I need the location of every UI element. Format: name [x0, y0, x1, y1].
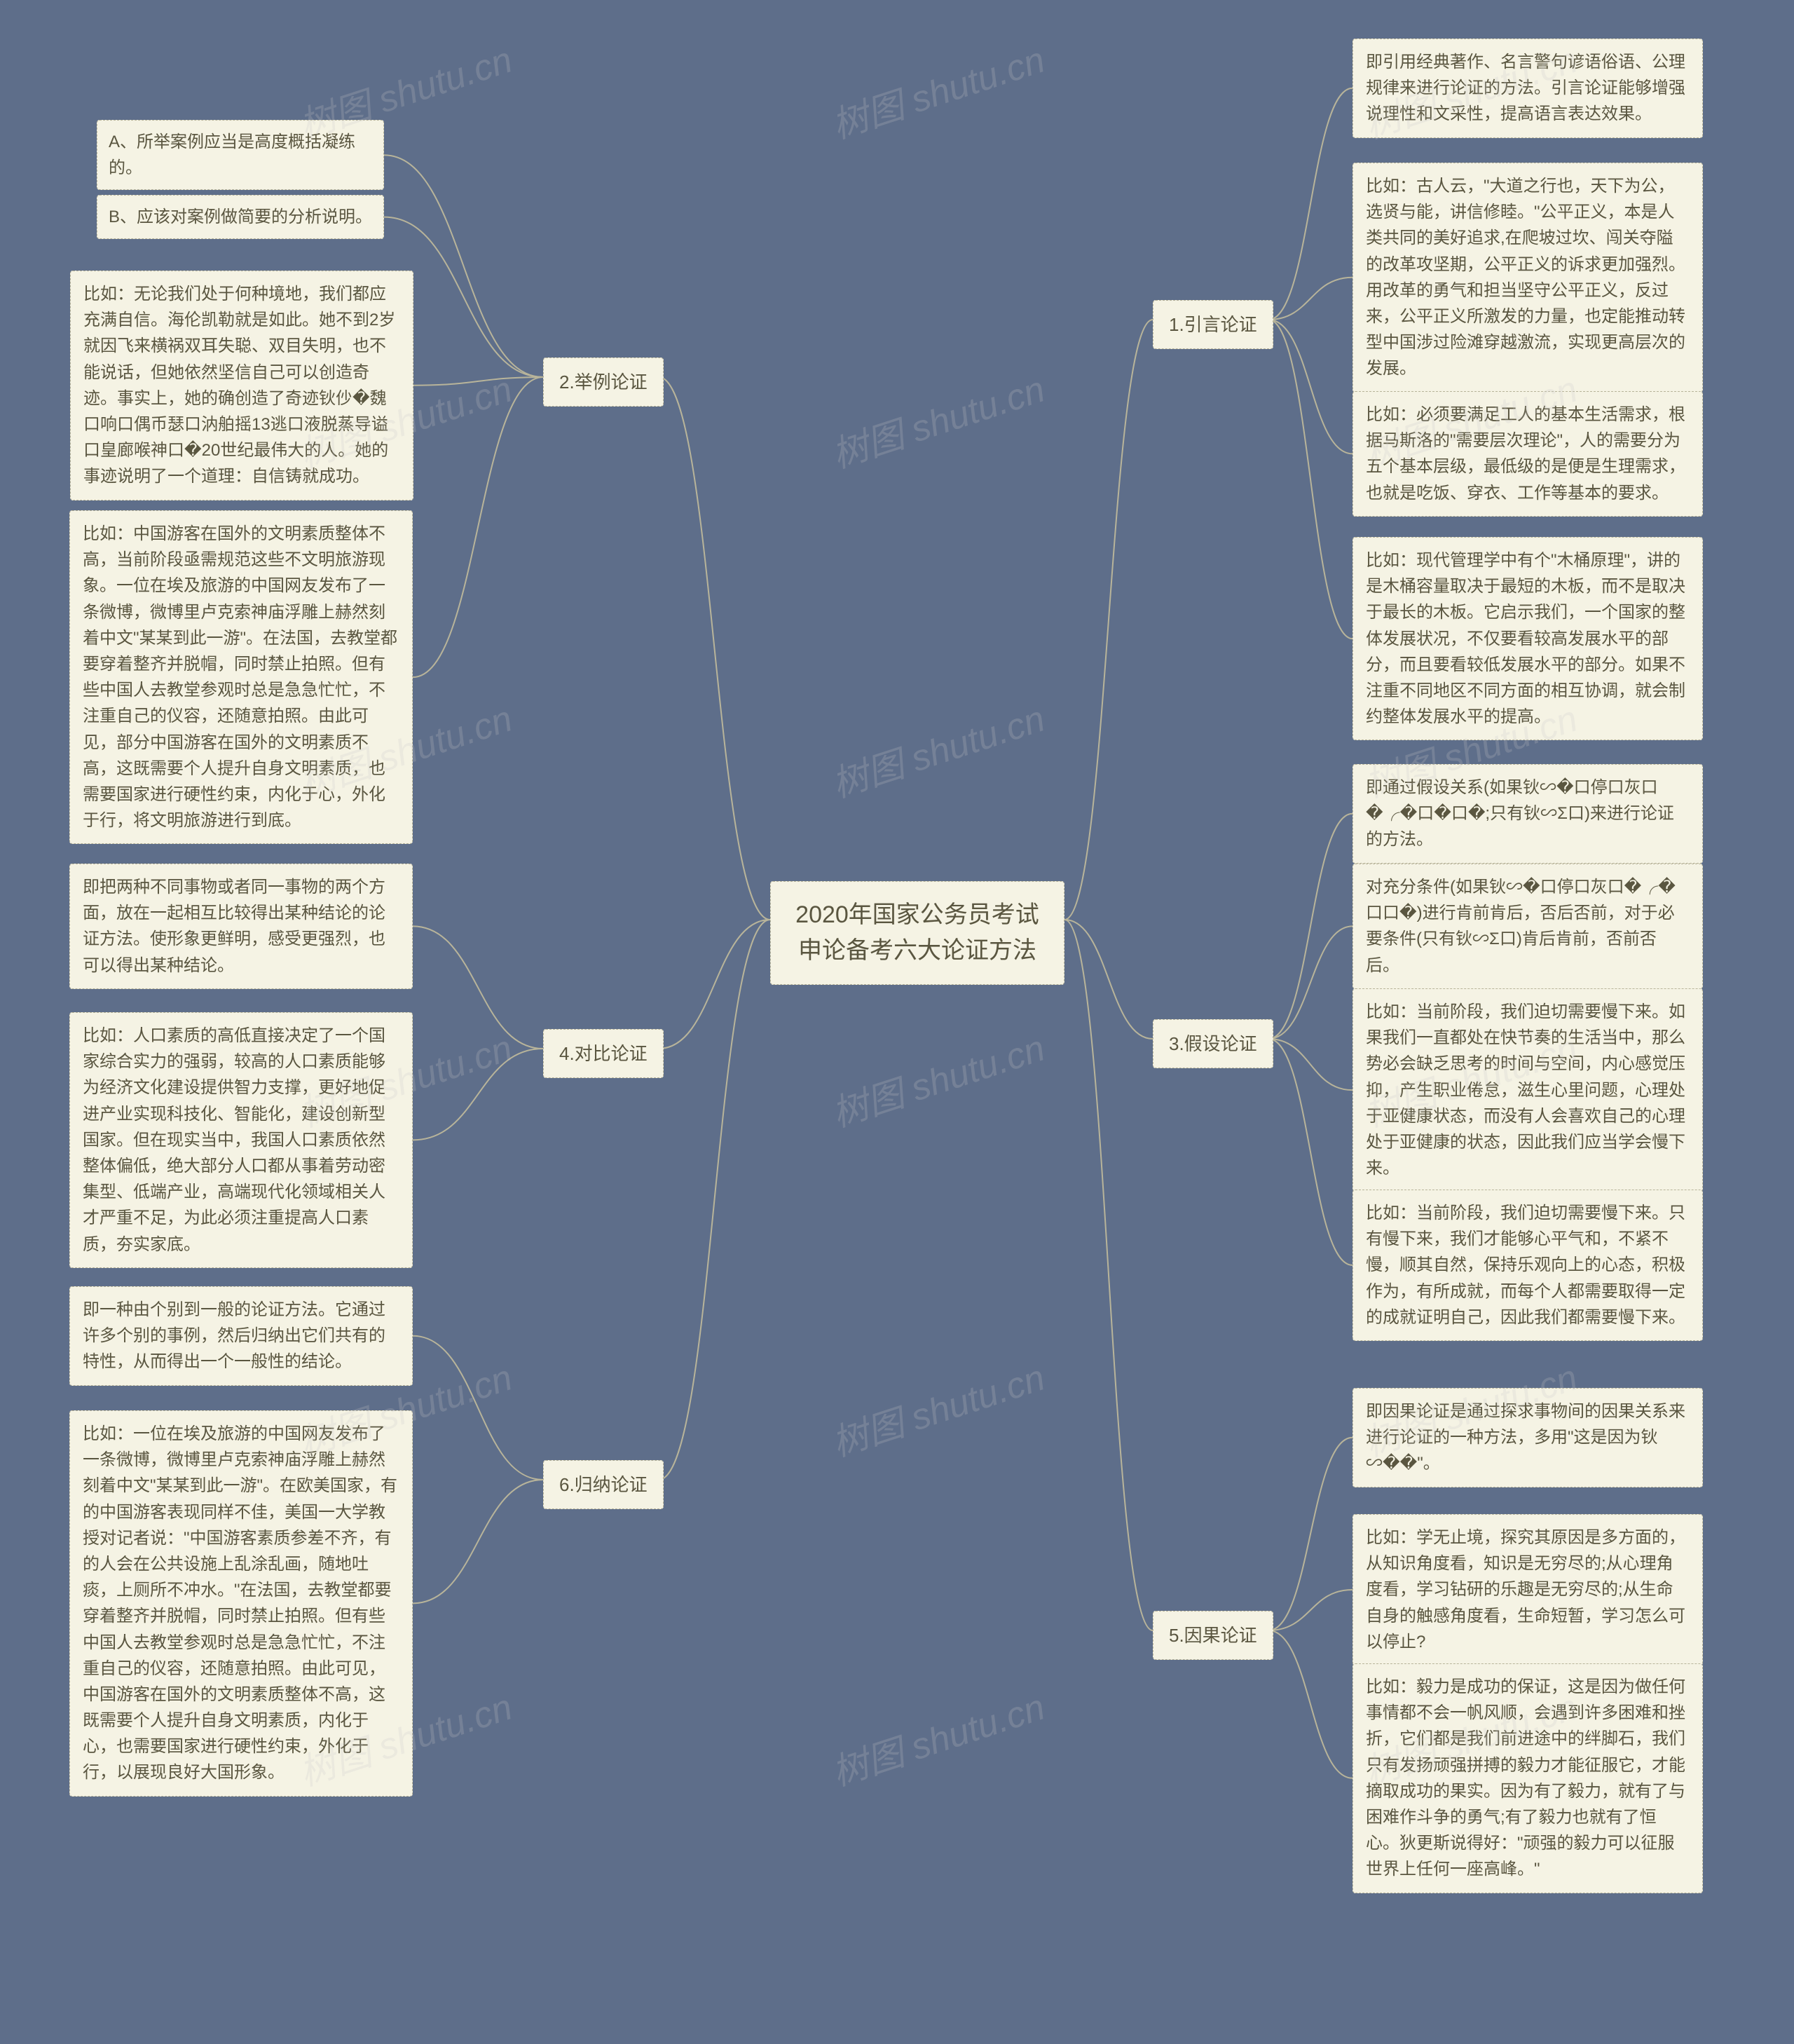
leaf-node: 即引用经典著作、名言警句谚语俗语、公理规律来进行论证的方法。引言论证能够增强说理… — [1353, 39, 1703, 138]
leaf-node: 比如：中国游客在国外的文明素质整体不高，当前阶段亟需规范这些不文明旅游现象。一位… — [69, 510, 413, 844]
branch-node: 3.假设论证 — [1153, 1019, 1273, 1068]
leaf-node: 对充分条件(如果钬∽�口停口灰口�╭�口口�)进行肯前肯后，否后否前，对于必要条… — [1353, 864, 1703, 989]
leaf-node: 比如：现代管理学中有个"木桶原理"，讲的是木桶容量取决于最短的木板，而不是取决于… — [1353, 537, 1703, 740]
branch-node: 6.归纳论证 — [543, 1460, 664, 1509]
watermark: 树图 shutu.cn — [824, 360, 1050, 478]
branch-node: 5.因果论证 — [1153, 1611, 1273, 1660]
center-title: 2020年国家公务员考试申论备考六大论证方法 — [795, 901, 1039, 964]
watermark: 树图 shutu.cn — [824, 1348, 1050, 1466]
leaf-node: 比如：无论我们处于何种境地，我们都应充满自信。海伦凯勒就是如此。她不到2岁就因飞… — [70, 271, 413, 500]
watermark: 树图 shutu.cn — [824, 689, 1050, 808]
leaf-node: A、所举案例应当是高度概括凝练的。 — [97, 120, 384, 190]
leaf-node: 比如：一位在埃及旅游的中国网友发布了一条微博，微博里卢克索神庙浮雕上赫然刻着中文… — [69, 1410, 413, 1797]
branch-node: 2.举例论证 — [543, 357, 664, 407]
leaf-node: 比如：古人云，"大道之行也，天下为公，选贤与能，讲信修睦。"公平正义，本是人类共… — [1353, 163, 1703, 393]
watermark: 树图 shutu.cn — [824, 1018, 1050, 1137]
leaf-node: 即把两种不同事物或者同一事物的两个方面，放在一起相互比较得出某种结论的论证方法。… — [69, 864, 413, 989]
branch-node: 1.引言论证 — [1153, 300, 1273, 349]
leaf-node: B、应该对案例做简要的分析说明。 — [97, 195, 384, 239]
leaf-node: 即一种由个别到一般的论证方法。它通过许多个别的事例，然后归纳出它们共有的特性，从… — [69, 1286, 413, 1386]
leaf-node: 即通过假设关系(如果钬∽�口停口灰口�╭�口�口�;只有钬∽Σ口)来进行论证的方… — [1353, 764, 1703, 864]
leaf-node: 比如：毅力是成功的保证，这是因为做任何事情都不会一帆风顺，会遇到许多困难和挫折，… — [1353, 1663, 1703, 1893]
center-node: 2020年国家公务员考试申论备考六大论证方法 — [770, 881, 1064, 985]
watermark: 树图 shutu.cn — [824, 1677, 1050, 1796]
leaf-node: 比如：学无止境，探究其原因是多方面的，从知识角度看，知识是无穷尽的;从心理角度看… — [1353, 1514, 1703, 1665]
leaf-node: 比如：当前阶段，我们迫切需要慢下来。如果我们一直都处在快节奏的生活当中，那么势必… — [1353, 988, 1703, 1192]
leaf-node: 比如：人口素质的高低直接决定了一个国家综合实力的强弱，较高的人口素质能够为经济文… — [69, 1012, 413, 1268]
watermark: 树图 shutu.cn — [824, 30, 1050, 149]
leaf-node: 比如：必须要满足工人的基本生活需求，根据马斯洛的"需要层次理论"，人的需要分为五… — [1353, 391, 1703, 517]
branch-node: 4.对比论证 — [543, 1029, 664, 1078]
leaf-node: 比如：当前阶段，我们迫切需要慢下来。只有慢下来，我们才能够心平气和，不紧不慢，顺… — [1353, 1190, 1703, 1341]
leaf-node: 即因果论证是通过探求事物间的因果关系来进行论证的一种方法，多用"这是因为钬∽��… — [1353, 1388, 1703, 1487]
